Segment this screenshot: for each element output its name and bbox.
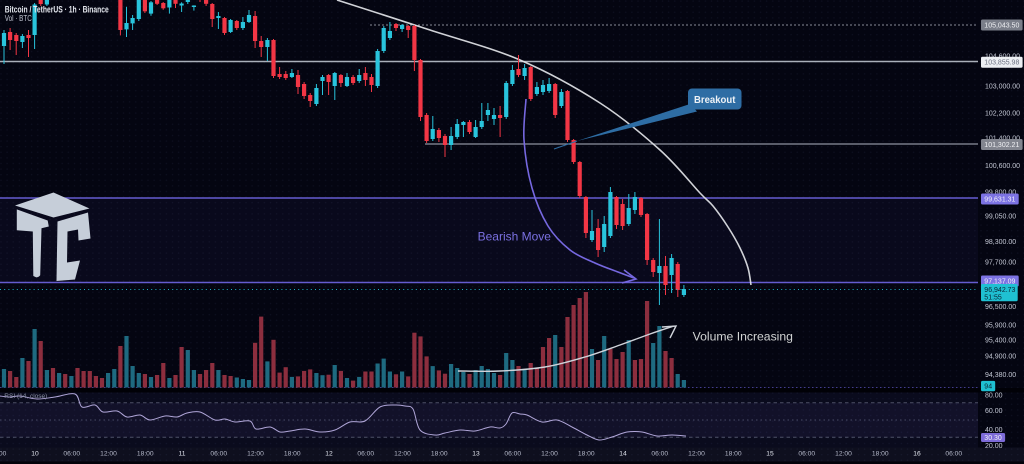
svg-text:101,302.21: 101,302.21 xyxy=(984,142,1019,149)
svg-text:18:00: 18:00 xyxy=(578,451,595,458)
svg-text:15: 15 xyxy=(766,451,774,458)
svg-text:103,000.00: 103,000.00 xyxy=(985,83,1020,90)
svg-text:94,900.00: 94,900.00 xyxy=(985,353,1016,360)
svg-text:06:00: 06:00 xyxy=(210,451,227,458)
svg-text:103,855.98: 103,855.98 xyxy=(984,60,1019,67)
svg-text:101,400.00: 101,400.00 xyxy=(985,135,1020,142)
svg-text:13: 13 xyxy=(472,451,480,458)
svg-text:12:00: 12:00 xyxy=(247,451,264,458)
svg-text:20.00: 20.00 xyxy=(985,443,1003,450)
svg-text:Bitcoin / TetherUS · 1h · Bina: Bitcoin / TetherUS · 1h · Binance xyxy=(5,4,109,14)
svg-text:06:00: 06:00 xyxy=(357,451,374,458)
svg-text:98,300.00: 98,300.00 xyxy=(985,239,1016,246)
svg-text:06:00: 06:00 xyxy=(798,451,815,458)
svg-text:80.00: 80.00 xyxy=(985,392,1003,399)
svg-text:12:00: 12:00 xyxy=(688,451,705,458)
svg-text:RSI (14, close): RSI (14, close) xyxy=(4,393,47,400)
svg-text:94,380.00: 94,380.00 xyxy=(985,372,1016,379)
svg-text:18:00: 18:00 xyxy=(431,451,448,458)
svg-text:99,631.31: 99,631.31 xyxy=(984,196,1015,203)
svg-text:12:00: 12:00 xyxy=(835,451,852,458)
svg-text:51:55: 51:55 xyxy=(984,294,1002,301)
svg-text:97,700.00: 97,700.00 xyxy=(985,259,1016,266)
svg-text:12: 12 xyxy=(325,451,333,458)
svg-text:Vol · BTC: Vol · BTC xyxy=(5,13,32,23)
svg-text:06:00: 06:00 xyxy=(504,451,521,458)
svg-text:Breakout: Breakout xyxy=(694,94,736,106)
svg-text:105,043.50: 105,043.50 xyxy=(984,22,1019,29)
svg-text:100,600.00: 100,600.00 xyxy=(985,163,1020,170)
svg-text:16: 16 xyxy=(913,451,921,458)
svg-text:94: 94 xyxy=(984,384,992,391)
svg-text:99,800.00: 99,800.00 xyxy=(985,189,1016,196)
svg-text:102,200.00: 102,200.00 xyxy=(985,110,1020,117)
svg-text:10: 10 xyxy=(31,451,39,458)
svg-text:18:00: 18:00 xyxy=(0,451,7,458)
svg-text:06:00: 06:00 xyxy=(63,451,80,458)
svg-text:40.00: 40.00 xyxy=(985,427,1003,434)
svg-text:06:00: 06:00 xyxy=(945,451,962,458)
svg-text:Bearish Move: Bearish Move xyxy=(478,229,552,243)
svg-text:12:00: 12:00 xyxy=(394,451,411,458)
svg-text:99,050.00: 99,050.00 xyxy=(985,213,1016,220)
svg-text:18:00: 18:00 xyxy=(725,451,742,458)
svg-text:12:00: 12:00 xyxy=(541,451,558,458)
svg-text:96,500.00: 96,500.00 xyxy=(985,304,1016,311)
svg-text:30.30: 30.30 xyxy=(984,435,1002,442)
svg-text:Volume Increasing: Volume Increasing xyxy=(693,329,793,343)
svg-text:96,942.73: 96,942.73 xyxy=(984,287,1015,294)
svg-text:60.00: 60.00 xyxy=(985,408,1003,415)
svg-text:97,137.09: 97,137.09 xyxy=(984,278,1015,285)
svg-text:06:00: 06:00 xyxy=(651,451,668,458)
svg-text:18:00: 18:00 xyxy=(137,451,154,458)
svg-text:14: 14 xyxy=(619,451,627,458)
svg-text:11: 11 xyxy=(179,451,186,458)
svg-text:18:00: 18:00 xyxy=(284,451,301,458)
svg-text:12:00: 12:00 xyxy=(100,451,117,458)
svg-text:95,400.00: 95,400.00 xyxy=(985,337,1016,344)
svg-text:18:00: 18:00 xyxy=(872,451,889,458)
svg-text:95,900.00: 95,900.00 xyxy=(985,322,1016,329)
